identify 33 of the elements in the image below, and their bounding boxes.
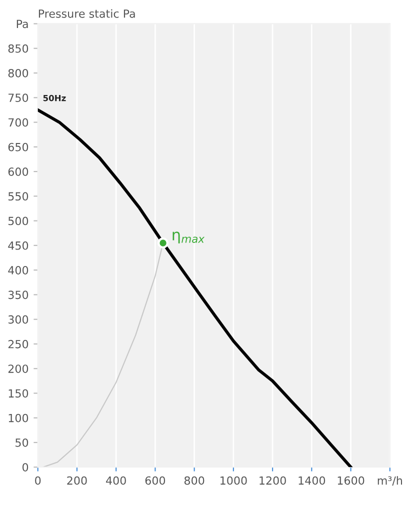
y-tick-label: 450 — [8, 241, 28, 250]
y-tick-label: 150 — [8, 389, 28, 398]
y-tick-label: Pa — [16, 20, 28, 28]
y-tick-label: 50 — [16, 438, 28, 447]
x-tick-label: 600 — [145, 476, 166, 485]
series-label: 50Hz — [43, 94, 66, 102]
y-tick-label: 750 — [8, 94, 28, 102]
x-tick-label: 0 — [35, 476, 41, 485]
x-tick-label: 400 — [106, 476, 126, 485]
y-tick-label: 550 — [8, 192, 28, 201]
x-tick-label: 200 — [67, 476, 87, 485]
line-series — [38, 108, 352, 468]
x-tick-label: 1400 — [298, 476, 326, 485]
x-tick-label: 1200 — [260, 476, 286, 485]
annotation: η$_{max}$ — [172, 232, 205, 244]
y-tick-label: 350 — [8, 290, 28, 300]
y-tick-label: 500 — [8, 216, 28, 226]
y-tick-label: 700 — [8, 118, 28, 127]
y-tick-label: 400 — [8, 266, 28, 274]
y-tick-label: 100 — [8, 414, 28, 422]
x-tick-label: 1600 — [338, 476, 364, 485]
y-tick-label: 800 — [8, 68, 28, 78]
y-tick-label: 850 — [8, 44, 28, 53]
y-tick-label: 200 — [8, 364, 28, 373]
y-tick-label: 0 — [22, 463, 28, 472]
y-tick-label: 250 — [8, 340, 28, 348]
y-tick-label: 300 — [8, 315, 28, 324]
x-tick-label: m³/h — [378, 476, 402, 486]
x-tick-label: 1000 — [220, 476, 247, 485]
y-tick-label: 650 — [8, 142, 28, 152]
y-tick-label: 600 — [8, 168, 28, 176]
chart-title: Pressure static Pa — [38, 9, 135, 18]
x-tick-label: 800 — [184, 476, 204, 485]
